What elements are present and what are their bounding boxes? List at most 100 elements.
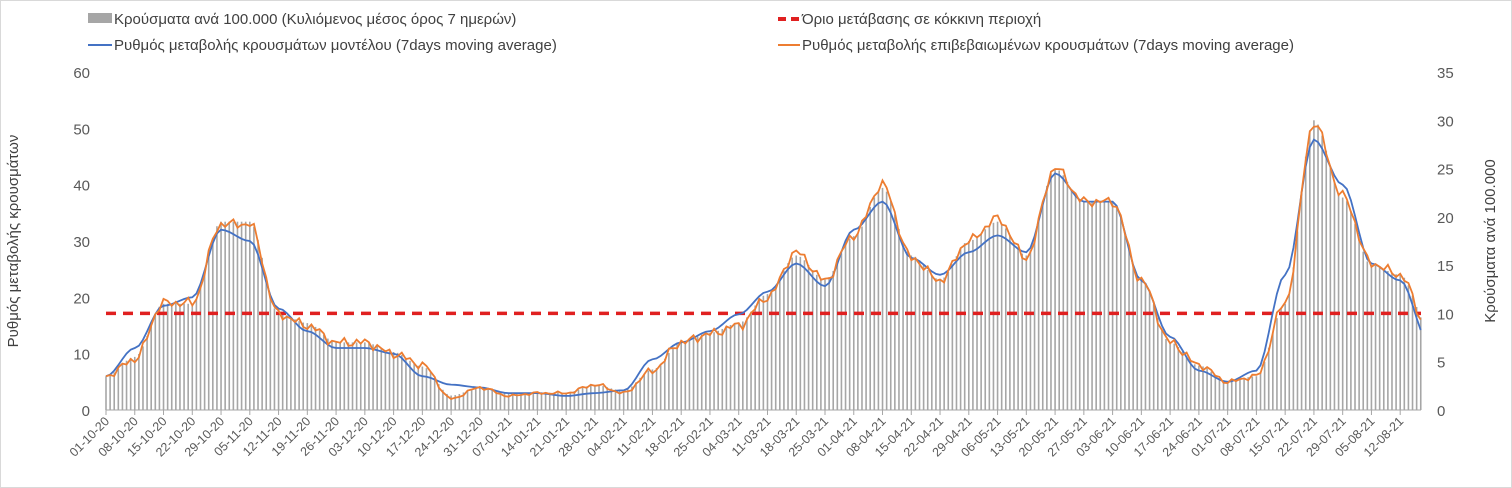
bar <box>524 392 526 410</box>
bar <box>622 390 625 410</box>
legend-bars-swatch <box>88 13 112 23</box>
bar <box>811 270 814 410</box>
bar <box>376 346 378 410</box>
bar <box>1222 380 1225 410</box>
bar <box>1070 189 1073 410</box>
bar <box>446 393 448 410</box>
bar <box>1247 377 1249 410</box>
bar <box>273 308 276 410</box>
bar <box>935 278 937 410</box>
y-left-tick-label: 50 <box>73 121 90 138</box>
bar <box>466 390 469 410</box>
bar <box>1021 253 1024 410</box>
bar <box>553 392 555 410</box>
bar <box>290 317 292 410</box>
y-right-tick-label: 25 <box>1437 162 1454 179</box>
bar <box>1132 264 1134 410</box>
bar <box>898 228 900 410</box>
bar <box>1099 202 1102 410</box>
bar <box>1317 124 1319 411</box>
bar <box>409 360 411 410</box>
bar <box>1181 351 1184 410</box>
bar <box>511 393 514 410</box>
bar <box>1029 250 1032 410</box>
bar <box>1325 150 1328 410</box>
bar <box>487 388 489 410</box>
bar <box>1050 173 1052 410</box>
bar <box>1382 268 1385 410</box>
y-left-tick-label: 10 <box>73 347 90 364</box>
model-line <box>105 138 1422 397</box>
y-right-tick-label: 20 <box>1437 210 1454 227</box>
bar <box>787 263 789 410</box>
bar <box>1009 234 1011 410</box>
bar <box>590 385 592 410</box>
bar <box>1214 374 1217 410</box>
bar <box>109 375 111 410</box>
bar <box>154 314 157 410</box>
bar <box>1111 202 1114 410</box>
y-axis-right: 0 5 10 15 20 25 30 35 <box>1437 65 1454 420</box>
bar <box>1017 248 1019 410</box>
bar <box>1378 267 1381 410</box>
bar <box>240 221 243 410</box>
bar <box>191 303 194 410</box>
bar <box>569 392 572 410</box>
bar <box>372 344 374 410</box>
bar <box>454 395 457 410</box>
bar <box>1243 378 1245 410</box>
bar <box>692 338 695 410</box>
bar <box>479 387 481 410</box>
bar <box>770 291 773 410</box>
bar <box>1037 221 1040 410</box>
bar <box>774 286 777 410</box>
bar <box>1107 202 1110 410</box>
bar <box>495 391 498 410</box>
bar <box>717 330 719 410</box>
bar <box>1000 223 1003 410</box>
bar <box>931 274 933 410</box>
bar <box>138 353 140 410</box>
bar <box>105 376 107 410</box>
bar <box>1263 361 1266 410</box>
bar <box>125 360 128 410</box>
bar <box>828 277 830 410</box>
bar <box>405 357 407 410</box>
y-axis-right-title: Κρούσματα ανά 100.000 <box>1482 159 1499 322</box>
bar <box>655 367 658 410</box>
bar <box>565 392 567 410</box>
bar <box>1391 272 1393 410</box>
bar <box>1193 364 1196 410</box>
bar <box>429 372 432 410</box>
bar <box>832 271 835 410</box>
bar <box>651 369 654 410</box>
bar <box>146 335 148 410</box>
bar <box>1152 304 1155 410</box>
bar <box>1329 167 1332 410</box>
bar <box>1276 318 1278 410</box>
bar <box>972 239 974 410</box>
legend-threshold-label: Όριο μετάβασης σε κόκκινη περιοχή <box>801 11 1041 28</box>
bar <box>261 257 263 410</box>
bar <box>865 217 867 410</box>
y-right-tick-label: 10 <box>1437 306 1454 323</box>
bar <box>1333 182 1336 410</box>
bar <box>1403 277 1406 410</box>
bar <box>976 237 978 410</box>
bar <box>244 221 247 410</box>
bar <box>175 303 177 410</box>
bar <box>327 338 329 410</box>
bar <box>1280 307 1282 410</box>
bar <box>150 324 152 410</box>
bar <box>795 255 798 410</box>
bar <box>507 393 510 410</box>
bar <box>968 241 970 410</box>
bar <box>705 333 707 410</box>
bar <box>1066 181 1069 410</box>
bar <box>626 389 629 410</box>
bar <box>585 386 588 410</box>
bar <box>520 393 522 410</box>
bar <box>848 238 851 410</box>
bar <box>606 387 609 410</box>
bar <box>1267 347 1270 410</box>
